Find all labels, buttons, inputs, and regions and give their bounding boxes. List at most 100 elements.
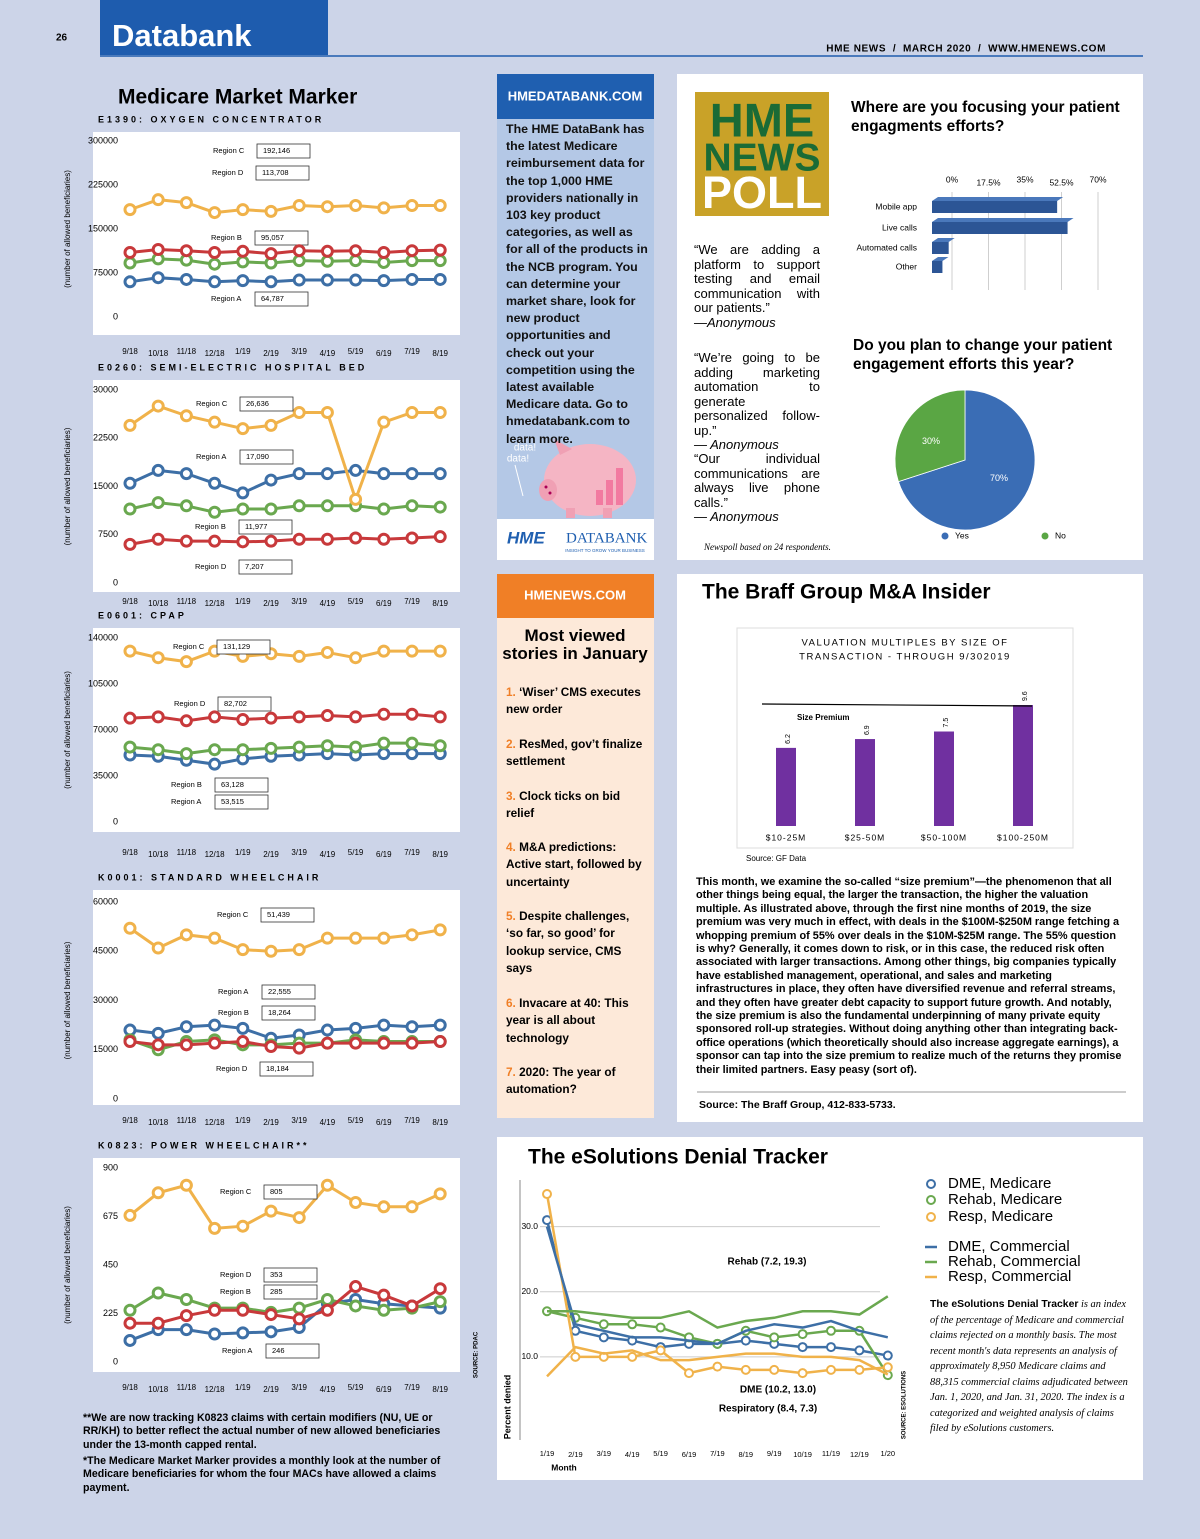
y-tick-label: 0	[113, 577, 118, 587]
callout-name: Region C	[217, 910, 249, 919]
data-point	[151, 463, 165, 477]
x-tick-label: 3/19	[291, 347, 307, 356]
y-tick-label: 140000	[88, 632, 118, 642]
callout-box	[261, 1005, 316, 1021]
x-tick-label: 8/19	[432, 599, 448, 608]
data-point	[123, 921, 137, 935]
data-point	[151, 1286, 165, 1300]
callout-name: Region B	[218, 1008, 249, 1017]
data-point	[433, 1018, 447, 1032]
data-point	[320, 739, 334, 753]
data-point	[349, 710, 363, 724]
chart-panel	[93, 628, 460, 832]
y-tick-label: 900	[103, 1162, 118, 1172]
data-point	[208, 1018, 222, 1032]
data-point	[655, 1345, 666, 1356]
data-point	[433, 644, 447, 658]
data-point	[826, 1342, 836, 1353]
data-point	[433, 500, 447, 514]
callout-name: Region D	[212, 168, 244, 177]
x-tick-label: 0%	[946, 174, 959, 184]
x-tick-label: 7/19	[710, 1449, 725, 1458]
data-point	[179, 1292, 193, 1306]
ad-body: The HME DataBank has the latest Medicare…	[506, 122, 648, 412]
callout-value: 63,128	[221, 780, 244, 789]
data-point	[433, 1295, 447, 1309]
data-point	[236, 943, 250, 957]
data-point	[377, 532, 391, 546]
story[interactable]: 4. M&A predictions: Active start, follow…	[506, 839, 646, 891]
data-point	[151, 271, 165, 285]
data-point	[797, 1368, 808, 1379]
x-tick-label: 4/19	[320, 349, 336, 358]
story-title: 2020: The year of automation?	[506, 1065, 616, 1097]
data-point	[292, 273, 306, 287]
data-point	[712, 1361, 723, 1372]
data-point	[405, 406, 419, 420]
story[interactable]: 5. Despite challenges, ‘so far, so good’…	[506, 908, 646, 978]
x-tick-label: 2/19	[568, 1450, 583, 1459]
x-tick-label: 7/19	[404, 347, 420, 356]
data-point	[264, 204, 278, 218]
callout-box	[214, 794, 269, 810]
callout-value: 353	[270, 1270, 283, 1279]
data-point	[349, 1195, 363, 1209]
data-point	[236, 1326, 250, 1340]
data-point	[797, 1342, 808, 1353]
x-tick-label: 11/19	[822, 1449, 840, 1458]
callout-box	[265, 1343, 320, 1359]
data-point	[151, 651, 165, 665]
data-point	[405, 1036, 419, 1050]
data-point	[179, 272, 193, 286]
data-point	[292, 199, 306, 213]
story[interactable]: 1. ‘Wiser’ CMS executes new order	[506, 684, 646, 719]
data-point	[179, 1038, 193, 1052]
data-point	[854, 1345, 865, 1356]
data-point	[433, 1035, 447, 1049]
logo-text: NEWS	[704, 136, 821, 179]
value-label: 6.9	[864, 725, 871, 735]
data-point	[598, 1319, 609, 1330]
data-point	[292, 649, 306, 663]
x-tick-label: 6/19	[376, 850, 392, 859]
data-point	[320, 273, 334, 287]
story[interactable]: 7. 2020: The year of automation?	[506, 1064, 646, 1099]
data-point	[598, 1332, 609, 1343]
x-tick-label: 7/19	[404, 1116, 420, 1125]
x-tick-label: 11/18	[177, 1116, 197, 1125]
story[interactable]: 6. Invacare at 40: This year is all abou…	[506, 995, 646, 1047]
annotation: Respiratory (8.4, 7.3)	[719, 1404, 817, 1415]
data-point	[151, 743, 165, 757]
poll-note: Newspoll based on 24 respondents.	[703, 542, 831, 552]
bubble-text: data!	[507, 454, 529, 465]
legend-label: Rehab, Commercial	[948, 1253, 1081, 1270]
data-point	[208, 257, 222, 271]
data-point	[882, 1350, 893, 1361]
story[interactable]: 3. Clock ticks on bid relief	[506, 788, 646, 823]
y-axis-label: (number of allowed beneficiaries)	[63, 427, 72, 545]
x-tick-label: 11/18	[177, 1383, 197, 1392]
pie-slice	[897, 389, 1036, 531]
callout-box	[238, 559, 293, 575]
callout-value: 82,702	[224, 699, 247, 708]
data-point	[320, 532, 334, 546]
data-point	[405, 747, 419, 761]
story-title: Clock ticks on bid relief	[506, 789, 621, 821]
data-point	[433, 467, 447, 481]
data-point	[292, 740, 306, 754]
source-label: Source:	[699, 1099, 739, 1111]
callout-box	[259, 1061, 314, 1077]
question: Where are you focusing your patient enga…	[851, 99, 1120, 135]
x-tick-label: 2/19	[263, 349, 279, 358]
callout-name: Region C	[213, 146, 245, 155]
panel-header	[497, 74, 654, 119]
story[interactable]: 2. ResMed, gov’t finalize settlement	[506, 736, 646, 771]
data-point	[655, 1322, 666, 1333]
trend-line	[761, 703, 1033, 707]
data-point	[405, 928, 419, 942]
data-point	[769, 1332, 780, 1343]
y-tick-label: 15000	[93, 1044, 118, 1054]
data-point	[123, 1316, 137, 1330]
x-tick-label: 4/19	[320, 1118, 336, 1127]
